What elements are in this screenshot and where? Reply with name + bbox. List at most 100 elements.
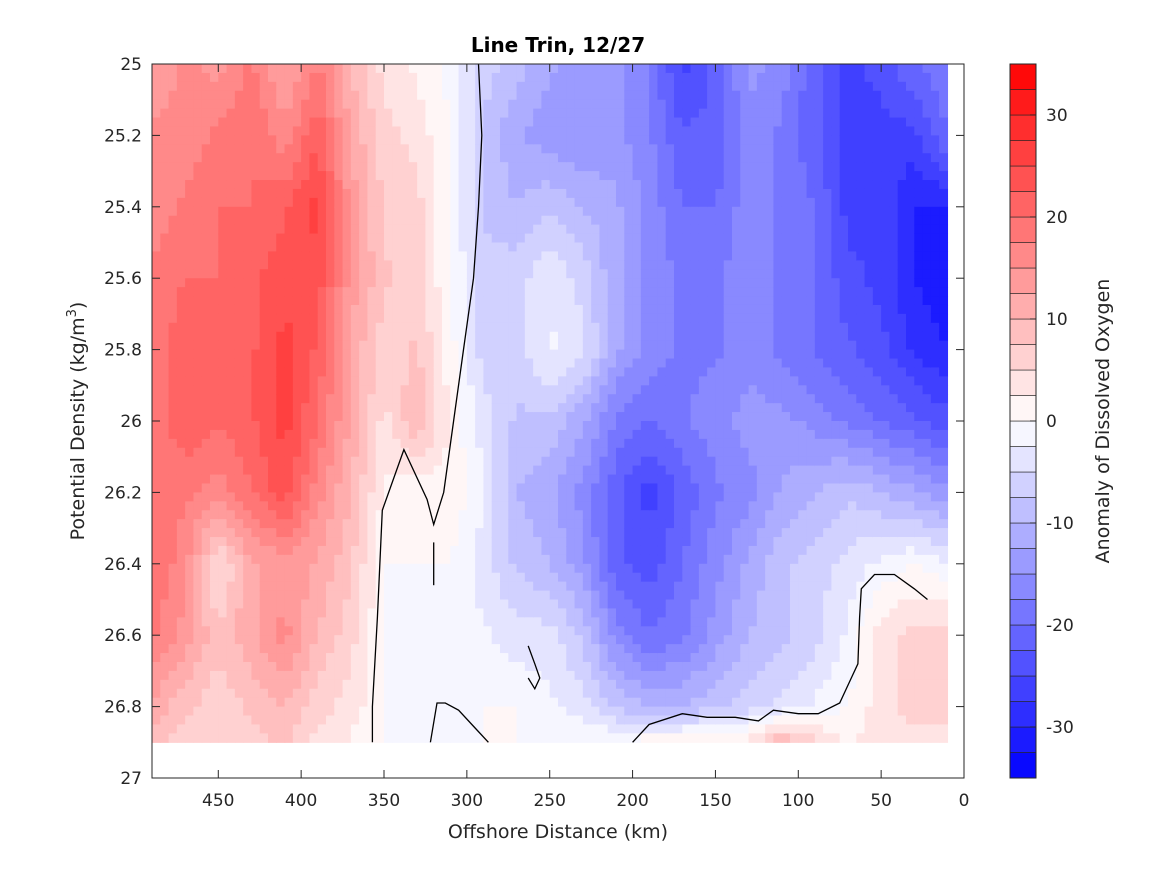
contour-cell: [574, 340, 584, 351]
contour-cell: [657, 287, 667, 297]
contour-cell: [624, 617, 634, 627]
contour-cell: [301, 599, 311, 610]
contour-cell: [690, 99, 700, 110]
contour-cell: [400, 304, 410, 315]
contour-cell: [508, 376, 518, 386]
contour-cell: [599, 144, 609, 154]
contour-cell: [408, 519, 418, 529]
contour-cell: [640, 474, 650, 485]
contour-cell: [417, 340, 427, 351]
contour-cell: [524, 438, 534, 449]
contour-cell: [350, 117, 360, 128]
contour-cell: [450, 572, 460, 583]
contour-cell: [541, 706, 551, 717]
contour-cell: [442, 670, 451, 681]
contour-cell: [466, 465, 476, 476]
contour-cell: [640, 429, 650, 440]
contour-cell: [193, 501, 203, 511]
contour-cell: [442, 492, 451, 502]
contour-cell: [508, 403, 518, 413]
contour-cell: [234, 510, 244, 520]
contour-cell: [408, 501, 418, 511]
contour-cell: [193, 653, 203, 663]
contour-cell: [640, 653, 650, 663]
contour-cell: [176, 688, 186, 699]
contour-cell: [657, 278, 667, 288]
contour-cell: [682, 135, 692, 145]
contour-cell: [309, 144, 319, 154]
contour-cell: [417, 251, 427, 261]
contour-cell: [193, 90, 203, 101]
contour-cell: [234, 456, 244, 467]
contour-cell: [375, 572, 385, 583]
contour-cell: [152, 403, 161, 413]
contour-cell: [334, 572, 344, 583]
contour-cell: [350, 349, 360, 360]
contour-cell: [268, 572, 277, 583]
contour-cell: [210, 251, 219, 261]
contour-cell: [210, 296, 219, 306]
contour-cell: [442, 421, 451, 431]
contour-cell: [582, 269, 592, 279]
contour-cell: [657, 421, 667, 431]
contour-cell: [533, 144, 543, 154]
contour-cell: [243, 563, 253, 574]
contour-cell: [491, 447, 501, 458]
contour-cell: [442, 528, 451, 538]
contour-cell: [591, 733, 601, 743]
contour-cell: [665, 144, 675, 154]
contour-cell: [168, 483, 178, 493]
contour-cell: [640, 349, 650, 360]
contour-cell: [558, 554, 567, 565]
contour-cell: [276, 72, 286, 83]
contour-cell: [674, 608, 683, 618]
contour-cell: [284, 313, 294, 324]
contour-cell: [607, 572, 617, 583]
contour-cell: [359, 421, 369, 431]
contour-cell: [616, 376, 625, 386]
contour-cell: [317, 465, 327, 476]
contour-cell: [665, 608, 675, 618]
contour-cell: [367, 608, 377, 618]
contour-cell: [342, 313, 352, 324]
contour-cell: [582, 90, 592, 101]
contour-cell: [450, 715, 460, 726]
contour-cell: [226, 376, 236, 386]
contour-cell: [268, 108, 277, 119]
contour-cell: [458, 269, 468, 279]
contour-cell: [292, 456, 302, 467]
contour-cell: [259, 635, 269, 645]
contour-cell: [599, 153, 609, 163]
contour-cell: [417, 429, 427, 440]
contour-cell: [359, 483, 369, 493]
contour-cell: [491, 688, 501, 699]
contour-cell: [657, 447, 667, 458]
contour-cell: [508, 715, 518, 726]
contour-cell: [392, 269, 402, 279]
contour-cell: [442, 99, 451, 110]
contour-cell: [375, 322, 385, 333]
contour-cell: [475, 724, 485, 734]
contour-cell: [674, 554, 683, 565]
contour-cell: [466, 260, 476, 270]
contour-cell: [690, 465, 700, 476]
contour-cell: [682, 278, 692, 288]
contour-cell: [549, 251, 559, 261]
contour-cell: [574, 679, 584, 690]
contour-cell: [168, 188, 178, 199]
contour-cell: [458, 608, 468, 618]
contour-cell: [599, 412, 609, 422]
contour-cell: [400, 483, 410, 493]
contour-cell: [326, 242, 335, 253]
contour-cell: [632, 599, 642, 610]
contour-cell: [450, 81, 460, 92]
contour-cell: [624, 64, 634, 74]
contour-cell: [201, 590, 211, 601]
contour-cell: [292, 519, 302, 529]
contour-cell: [466, 224, 476, 235]
contour-cell: [160, 108, 170, 119]
contour-cell: [558, 180, 567, 190]
contour-cell: [301, 510, 311, 520]
contour-cell: [649, 670, 659, 681]
contour-cell: [284, 72, 294, 83]
